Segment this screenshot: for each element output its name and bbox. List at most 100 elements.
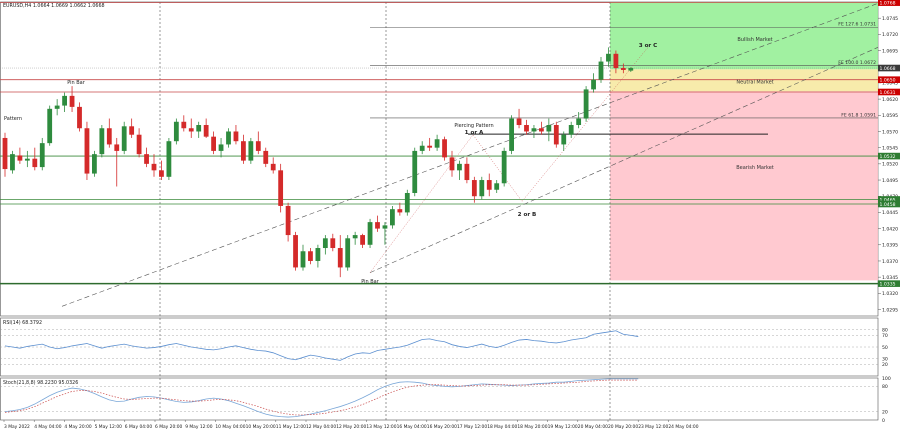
rsi-line: [4, 330, 639, 361]
rsi-tick-3: 30: [882, 356, 888, 362]
candle-body-8: [62, 95, 67, 106]
level-tag-6: 1.0458: [880, 202, 896, 208]
candle-body-78: [583, 89, 589, 119]
candle-body-26: [196, 125, 202, 132]
x-tick-label-13: 16 May 04:00: [397, 424, 427, 430]
y-tick-label-13: 1.0445: [882, 210, 898, 216]
candle-body-27: [203, 125, 209, 137]
level-tag-bg-5: [878, 196, 900, 203]
main-title: EURUSD,H4 1.0664 1.0669 1.0662 1.0668: [3, 3, 105, 9]
level-tag-bg-3: [878, 88, 900, 96]
level-tag-7: 1.0335: [880, 281, 896, 287]
candle-body-65: [486, 180, 492, 190]
candle-body-15: [114, 144, 120, 151]
rsi-panel-frame: [0, 317, 879, 377]
abc-wave: [369, 47, 649, 273]
zone-2: [610, 91, 878, 281]
candle-body-55: [412, 150, 418, 193]
y-tick-label-8: 1.0570: [882, 129, 898, 135]
level-tag-4: 1.0532: [880, 154, 896, 160]
level-tag-bg-6: [878, 200, 900, 208]
candle-body-82: [613, 53, 619, 69]
y-tick-label-10: 1.0520: [882, 162, 898, 168]
stoch-tick-0: 100: [882, 376, 891, 382]
candle-body-81: [606, 53, 611, 62]
candle-body-43: [322, 238, 328, 249]
y-tick-label-3: 1.0695: [882, 48, 898, 54]
candle-body-74: [553, 125, 559, 145]
candle-body-20: [151, 163, 157, 171]
y-tick-label-6: 1.0620: [882, 97, 898, 103]
candle-body-5: [39, 143, 45, 168]
x-tick-label-2: 4 May 20:00: [64, 424, 92, 430]
x-tick-label-20: 20 May 20:00: [608, 424, 638, 430]
candle-body-34: [255, 141, 261, 151]
candle-body-72: [539, 128, 544, 132]
x-tick-label-6: 9 May 12:00: [185, 424, 213, 430]
candle-body-67: [501, 150, 507, 184]
level-tag-1: 1.0668: [880, 66, 896, 72]
x-tick-label-14: 16 May 20:00: [427, 424, 457, 430]
level-tag-0: 1.0768: [880, 0, 896, 6]
candle-body-38: [285, 205, 291, 236]
y-tick-label-19: 1.0295: [882, 307, 898, 313]
x-tick-label-9: 11 May 12:00: [276, 424, 306, 430]
rsi-tick-2: 50: [882, 345, 888, 351]
candle-body-68: [509, 118, 514, 151]
candle-body-22: [166, 141, 172, 177]
y-tick-label-5: 1.0645: [882, 81, 898, 87]
candle-body-51: [382, 225, 388, 229]
candle-body-0: [2, 137, 8, 170]
x-tick-label-15: 17 May 12:00: [457, 424, 487, 430]
candle-body-57: [427, 145, 433, 148]
x-tick-label-12: 13 May 12:00: [366, 424, 396, 430]
zone-label-1: Neutral Market: [736, 79, 773, 85]
candle-body-37: [278, 170, 284, 206]
candle-body-84: [628, 68, 634, 71]
candle-body-32: [241, 141, 246, 161]
candle-body-28: [211, 136, 216, 151]
candle-body-24: [181, 121, 187, 129]
x-tick-label-10: 12 May 04:00: [306, 424, 336, 430]
rsi-tick-1: 70: [882, 333, 888, 339]
candle-body-54: [404, 192, 410, 213]
x-tick-label-16: 18 May 04:00: [487, 424, 517, 430]
candle-body-77: [576, 118, 582, 126]
zone-1: [610, 69, 878, 92]
rsi-title: RSI(14) 68.3792: [3, 320, 42, 326]
level-tag-5: 1.0465: [880, 197, 896, 203]
annotation-2: Pin Bar: [361, 279, 380, 285]
candle-body-59: [442, 139, 447, 158]
candle-body-47: [352, 235, 358, 239]
x-tick-label-1: 4 May 04:00: [34, 424, 62, 430]
candle-body-12: [92, 154, 97, 174]
candle-body-83: [620, 68, 626, 70]
annotation-3: Piercing Pattern: [454, 123, 493, 129]
candle-body-25: [188, 128, 194, 132]
candle-body-19: [144, 154, 149, 164]
candle-body-40: [300, 251, 306, 268]
x-tick-label-21: 23 May 12:00: [638, 424, 668, 430]
stoch-tick-2: 20: [882, 409, 888, 415]
y-tick-label-7: 1.0595: [882, 113, 898, 119]
candle-body-69: [516, 118, 522, 126]
candle-body-3: [24, 158, 30, 161]
level-tag-bg-7: [878, 280, 900, 287]
candle-body-39: [293, 235, 298, 268]
candle-body-52: [390, 209, 395, 226]
y-tick-label-1: 1.0745: [882, 16, 898, 22]
candle-body-61: [457, 163, 462, 171]
y-tick-label-16: 1.0370: [882, 259, 898, 265]
candle-body-21: [159, 170, 164, 177]
stoch-tick-3: 0: [882, 418, 885, 424]
x-tick-label-18: 19 May 12:00: [548, 424, 578, 430]
candle-body-46: [345, 238, 351, 268]
candle-body-13: [99, 128, 105, 155]
candle-body-71: [531, 128, 537, 132]
candle-body-30: [226, 131, 231, 145]
candle-body-60: [449, 157, 455, 171]
candle-body-31: [233, 131, 239, 142]
stoch-tick-1: 80: [882, 384, 888, 390]
x-tick-label-17: 18 May 20:00: [517, 424, 547, 430]
